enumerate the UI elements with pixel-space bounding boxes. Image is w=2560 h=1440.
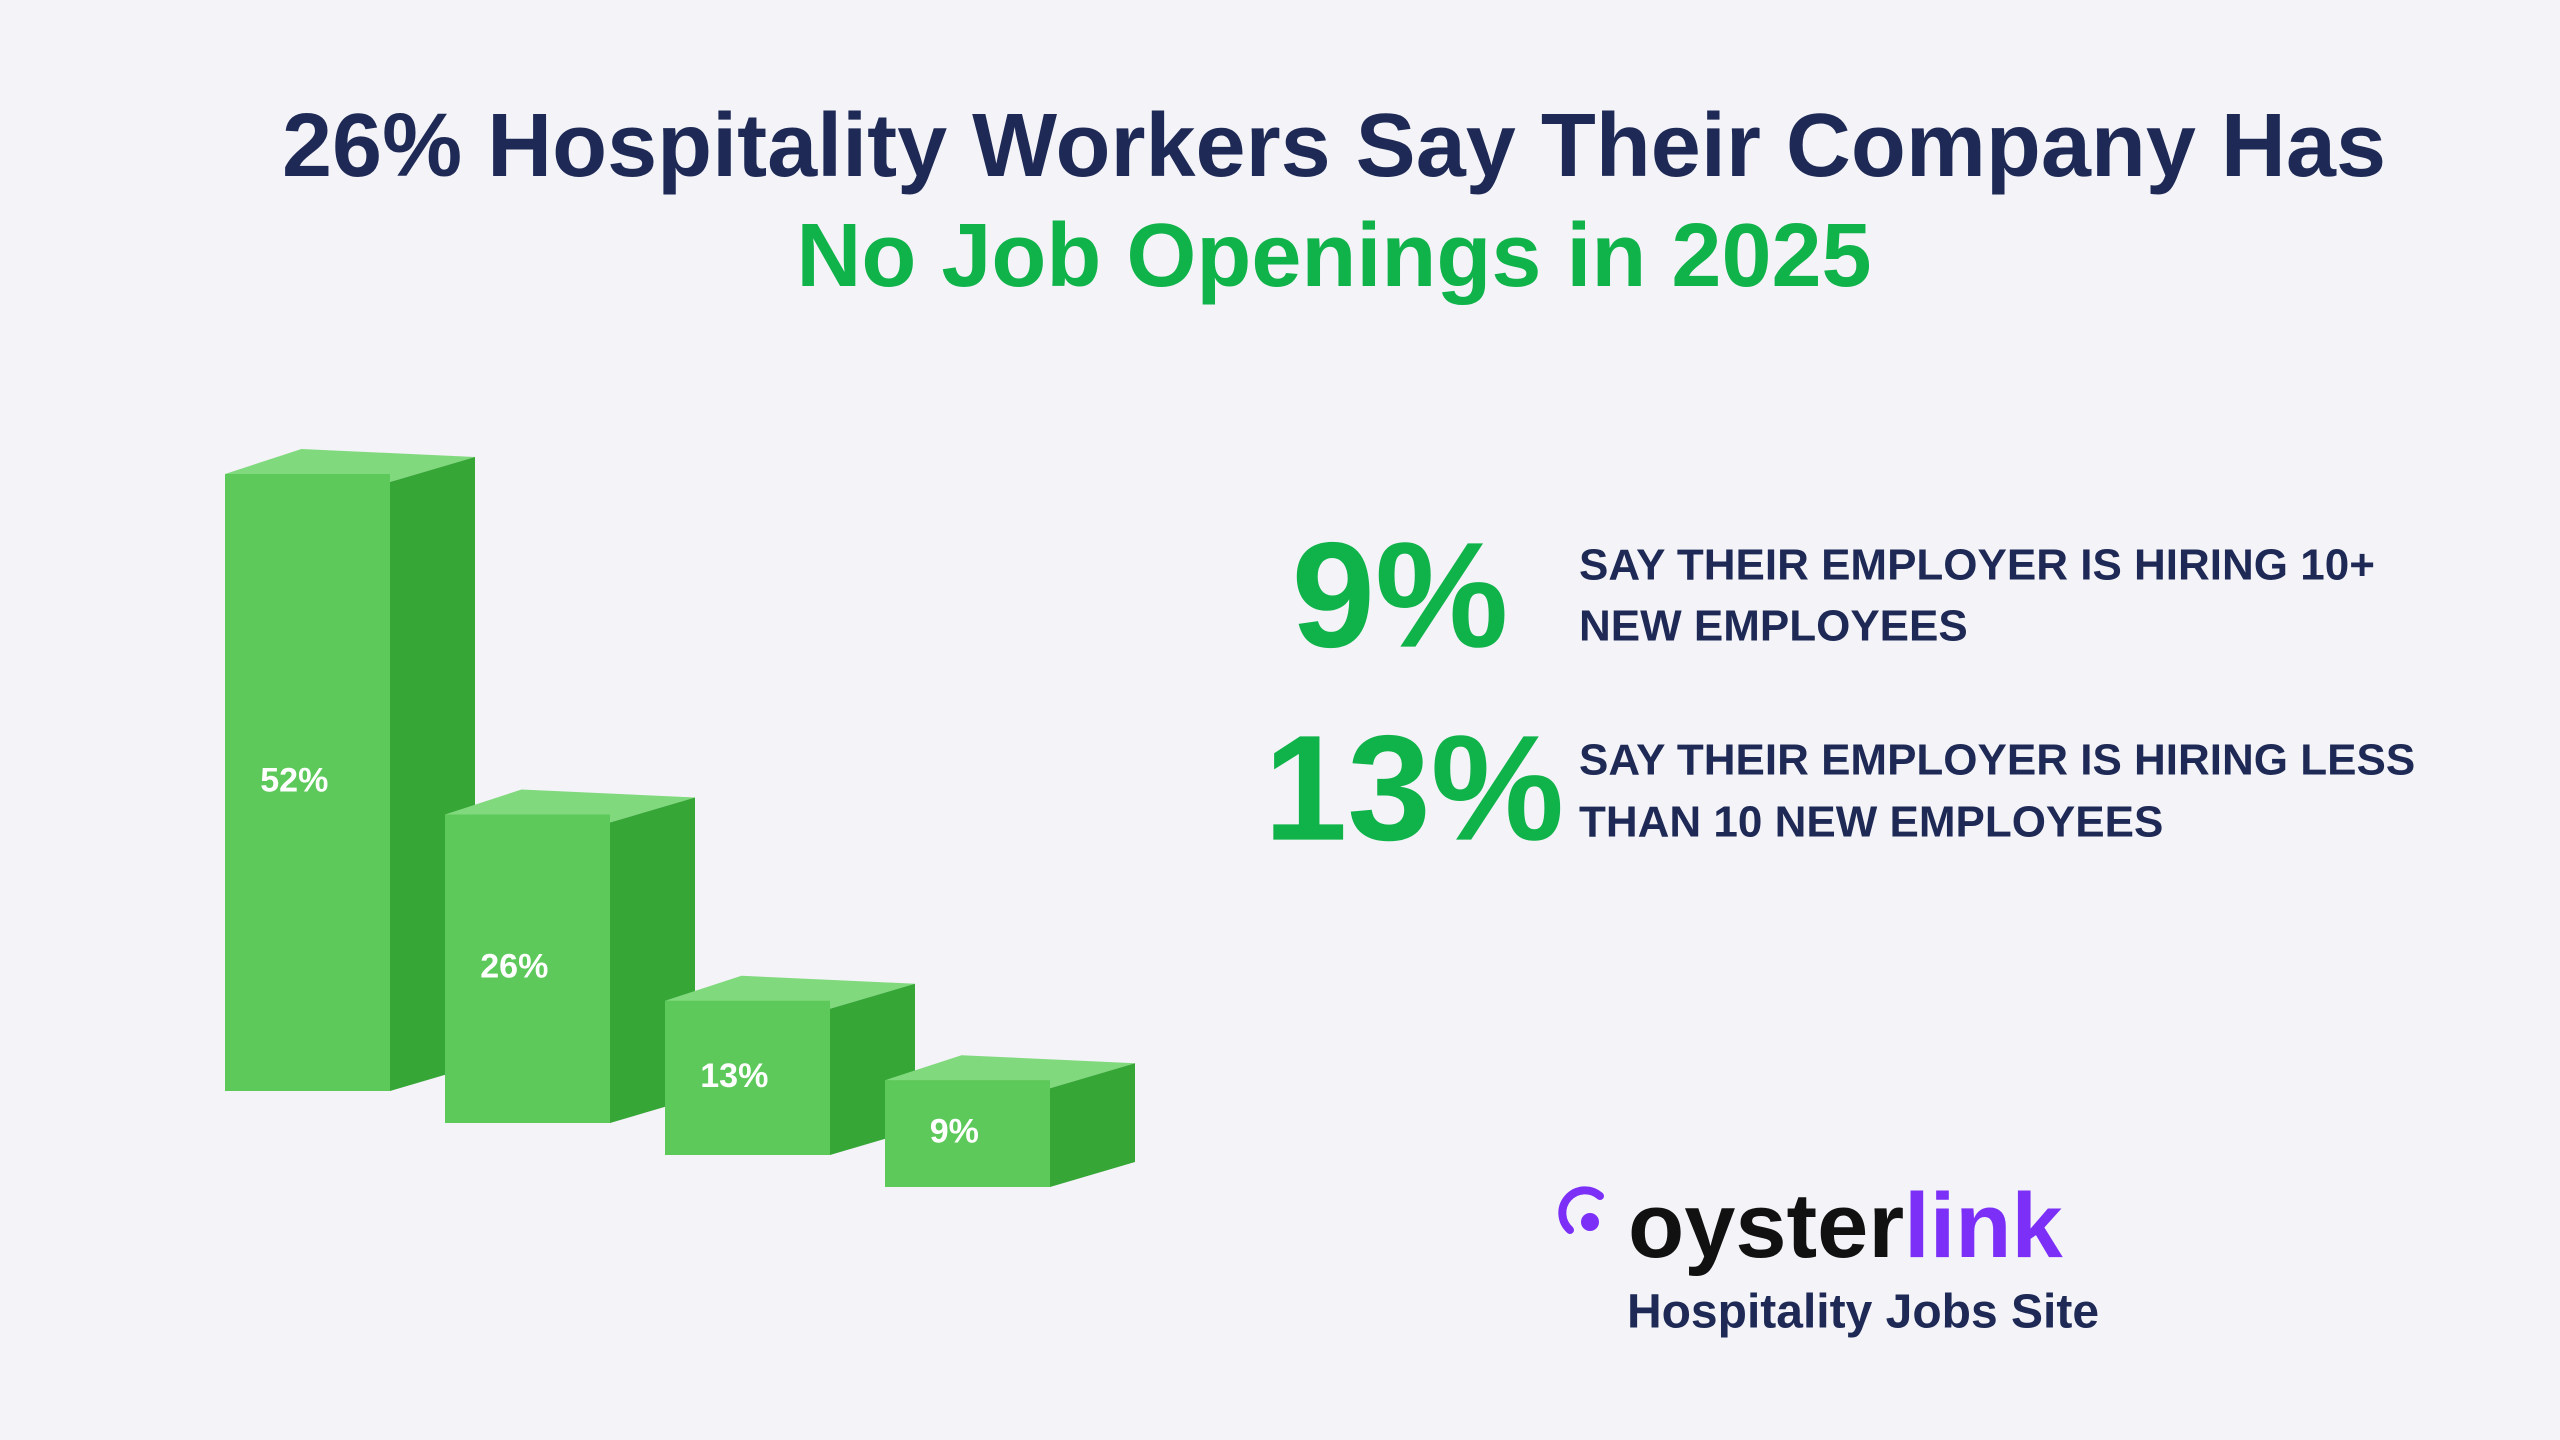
bar-top — [445, 789, 695, 823]
title-line-1: 26% Hospitality Workers Say Their Compan… — [282, 96, 2386, 196]
bar-top — [225, 449, 475, 482]
logo-part: link — [1904, 1175, 2063, 1277]
data-label: 26% — [480, 948, 548, 986]
stat-text: SAY THEIR EMPLOYER IS HIRING 10+ — [1579, 541, 2375, 590]
bar-chart: 52% 26% 13% 9% — [225, 449, 1135, 1187]
data-label: 13% — [700, 1057, 768, 1095]
logo-wordmark: oysterlink — [1628, 1175, 2063, 1277]
bar — [225, 474, 390, 1091]
bar — [445, 814, 610, 1123]
logo-part: oyster — [1628, 1175, 1904, 1277]
stat-figure: 9% — [1292, 511, 1509, 679]
stat-text: NEW EMPLOYEES — [1579, 602, 1968, 651]
data-label: 9% — [930, 1113, 979, 1151]
stat-text: THAN 10 NEW EMPLOYEES — [1579, 798, 2163, 847]
bar — [665, 1000, 830, 1155]
stat-text: SAY THEIR EMPLOYER IS HIRING LESS — [1579, 736, 2415, 785]
title-line-2: No Job Openings in 2025 — [796, 206, 1871, 306]
bar-side — [1050, 1063, 1135, 1187]
bar — [885, 1080, 1050, 1187]
bar-top — [665, 975, 915, 1009]
logo-tagline: Hospitality Jobs Site — [1627, 1286, 2099, 1339]
data-label: 52% — [260, 761, 328, 799]
stat-figure: 13% — [1264, 704, 1564, 872]
bar-top — [885, 1055, 1135, 1089]
logo-icon — [1558, 1186, 1604, 1234]
